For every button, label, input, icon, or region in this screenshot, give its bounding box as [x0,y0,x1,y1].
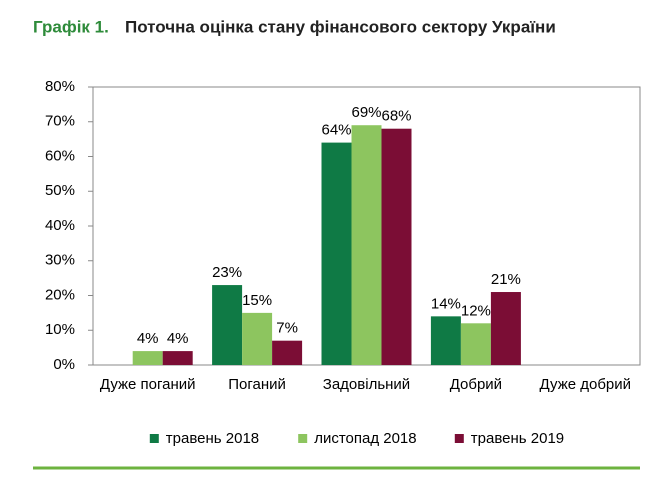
value-label: 23% [212,264,242,281]
x-tick-label: Добрий [449,376,503,393]
y-tick-label: 30% [45,252,75,269]
y-tick-label: 70% [45,113,75,130]
y-tick-label: 80% [45,78,75,95]
bar [321,142,352,365]
y-tick-label: 20% [45,286,75,303]
value-label: 21% [491,271,521,288]
bar [272,340,303,365]
x-tick-label: Поганий [228,376,286,393]
legend-label: листопад 2018 [314,430,416,447]
bar [162,351,193,365]
y-tick-label: 0% [53,356,75,373]
legend-label: травень 2018 [166,430,259,447]
bar [351,125,382,365]
legend-swatch [454,434,464,443]
bar [490,292,521,365]
y-tick-label: 60% [45,147,75,164]
value-label: 4% [167,330,189,347]
value-label: 12% [461,302,491,319]
bar [430,316,461,365]
x-tick-label: Дуже поганий [99,376,196,393]
bar [242,312,273,365]
bar [132,351,163,365]
y-tick-label: 40% [45,217,75,234]
bar [381,128,412,365]
value-label: 14% [431,295,461,312]
value-label: 15% [242,292,272,309]
value-label: 64% [321,122,351,139]
y-tick-label: 10% [45,321,75,338]
bar [460,323,491,365]
value-label: 69% [351,104,381,121]
value-label: 7% [276,320,298,337]
x-tick-label: Задовільний [322,376,411,393]
legend-swatch [298,434,308,443]
chart-title-label: Графік 1. [33,17,109,36]
bar [212,285,243,365]
value-label: 4% [137,330,159,347]
y-tick-label: 50% [45,182,75,199]
chart-title: Поточна оцінка стану фінансового сектору… [125,17,556,36]
value-label: 68% [381,108,411,125]
legend-swatch [149,434,159,443]
x-tick-label: Дуже добрий [539,376,632,393]
legend-label: травень 2019 [471,430,564,447]
